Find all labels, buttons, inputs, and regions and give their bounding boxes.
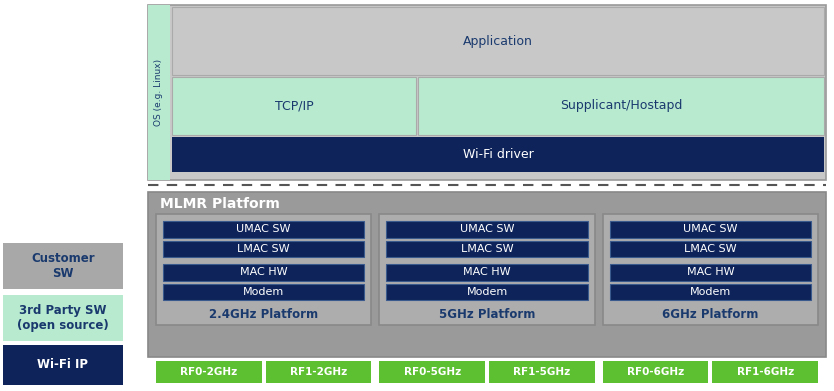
Text: 6GHz Platform: 6GHz Platform [662, 307, 758, 321]
Bar [603, 361, 708, 383]
Bar [379, 214, 595, 325]
Bar [712, 361, 818, 383]
Bar [386, 283, 588, 300]
Text: Modem: Modem [466, 287, 508, 297]
Bar [172, 137, 824, 172]
Bar [172, 7, 824, 75]
Bar [163, 240, 364, 257]
Text: RF1-6GHz: RF1-6GHz [736, 367, 794, 377]
Bar [386, 240, 588, 257]
Bar [163, 283, 364, 300]
Text: RF1-5GHz: RF1-5GHz [513, 367, 570, 377]
Text: MAC HW: MAC HW [463, 267, 510, 277]
Text: MAC HW: MAC HW [686, 267, 734, 277]
Text: UMAC SW: UMAC SW [460, 224, 515, 234]
Text: 5GHz Platform: 5GHz Platform [439, 307, 535, 321]
Bar [156, 214, 371, 325]
Text: Supplicant/Hostapd: Supplicant/Hostapd [560, 99, 682, 113]
Bar [3, 295, 123, 341]
Bar [3, 243, 123, 289]
Text: LMAC SW: LMAC SW [460, 244, 513, 254]
Text: 2.4GHz Platform: 2.4GHz Platform [209, 307, 319, 321]
Bar [379, 361, 485, 383]
Text: MAC HW: MAC HW [240, 267, 288, 277]
Text: RF1-2GHz: RF1-2GHz [290, 367, 347, 377]
Bar [603, 214, 818, 325]
Bar [163, 264, 364, 280]
Text: 3rd Party SW
(open source): 3rd Party SW (open source) [18, 304, 109, 332]
Text: Modem: Modem [690, 287, 731, 297]
Bar [419, 77, 824, 135]
Bar [156, 361, 262, 383]
Text: MLMR Platform: MLMR Platform [160, 197, 280, 211]
Text: LMAC SW: LMAC SW [684, 244, 736, 254]
Bar [386, 221, 588, 237]
Bar [148, 5, 826, 180]
Text: LMAC SW: LMAC SW [238, 244, 290, 254]
Text: UMAC SW: UMAC SW [236, 224, 291, 234]
Text: UMAC SW: UMAC SW [683, 224, 737, 234]
Text: RF0-6GHz: RF0-6GHz [627, 367, 684, 377]
Text: Customer
SW: Customer SW [31, 252, 95, 280]
Bar [148, 5, 170, 180]
Text: RF0-5GHz: RF0-5GHz [404, 367, 461, 377]
Bar [172, 77, 416, 135]
Text: Wi-Fi driver: Wi-Fi driver [463, 148, 534, 161]
Bar [3, 345, 123, 385]
Bar [610, 240, 811, 257]
Bar [489, 361, 595, 383]
Bar [386, 264, 588, 280]
Text: OS (e.g. Linux): OS (e.g. Linux) [154, 59, 163, 126]
Bar [610, 283, 811, 300]
Bar [610, 221, 811, 237]
Text: Application: Application [463, 34, 533, 47]
Text: RF0-2GHz: RF0-2GHz [180, 367, 238, 377]
Bar [610, 264, 811, 280]
Text: Modem: Modem [243, 287, 284, 297]
Bar [148, 192, 826, 357]
Text: TCP/IP: TCP/IP [275, 99, 314, 113]
Bar [163, 221, 364, 237]
Bar [266, 361, 371, 383]
Text: Wi-Fi IP: Wi-Fi IP [38, 359, 88, 371]
